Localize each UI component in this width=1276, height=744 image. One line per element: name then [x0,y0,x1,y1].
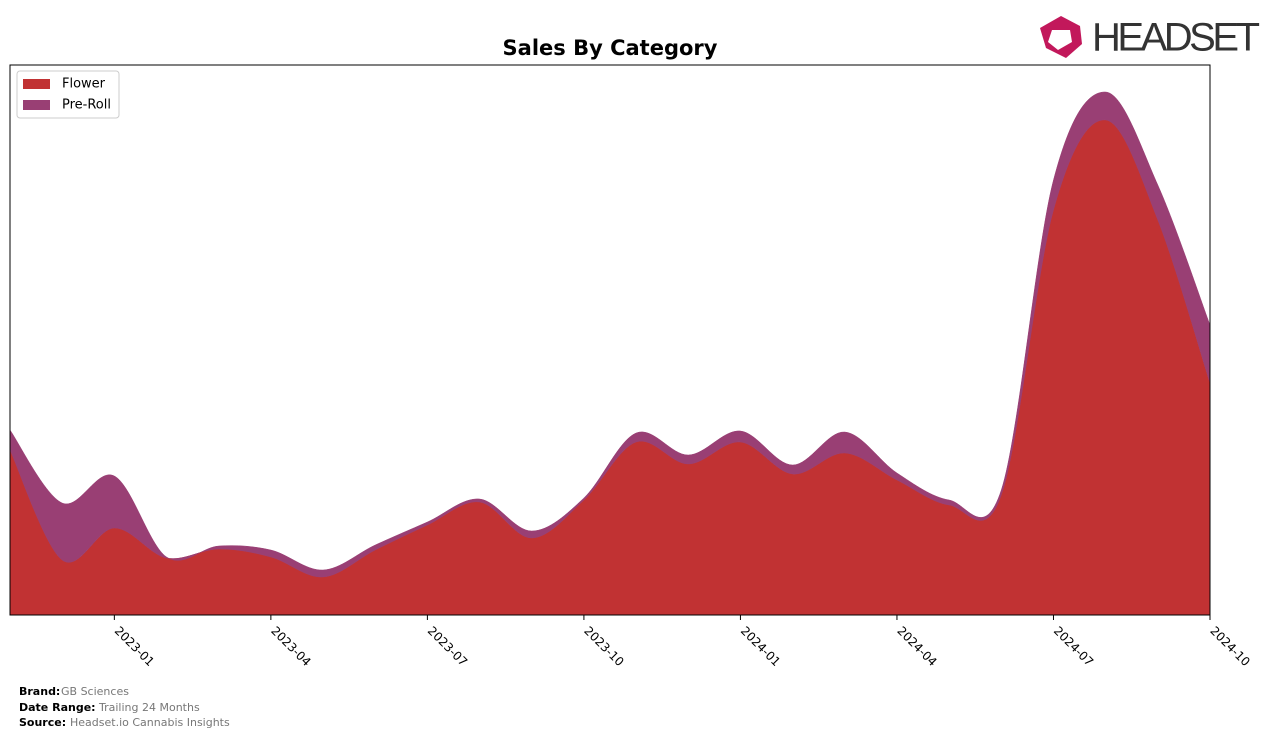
plot-frame [9,64,1211,616]
footer-label: Brand: [19,685,60,698]
x-tick-label: 2024-07 [1051,624,1096,669]
chart-title: Sales By Category [503,36,718,60]
x-tick-label: 2023-01 [112,624,157,669]
legend-label: Pre-Roll [62,98,111,113]
x-tick-label: 2024-01 [738,624,783,669]
x-tick-label: 2024-04 [894,624,939,669]
logo-text: HEADSET [1092,16,1260,60]
legend-swatch [23,79,50,89]
legend-label: Flower [62,77,106,92]
x-tick-label: 2023-04 [268,624,313,669]
legend-swatch [23,100,50,110]
footer-label: Source: [19,716,66,729]
logo-icon-inner [1048,30,1072,50]
footer: Brand: GB Sciences Date Range: Trailing … [19,685,230,729]
x-tick-label: 2023-07 [425,624,470,669]
footer-value: Trailing 24 Months [98,701,200,714]
footer-label: Date Range: [19,701,96,714]
footer-value: Headset.io Cannabis Insights [70,716,230,729]
logo: HEADSET [1040,16,1260,60]
area [9,119,1211,616]
x-tick-label: 2024-10 [1207,624,1252,669]
footer-value: GB Sciences [61,685,129,698]
x-tick-label: 2023-10 [581,624,626,669]
legend: Flower Pre-Roll [16,70,120,119]
